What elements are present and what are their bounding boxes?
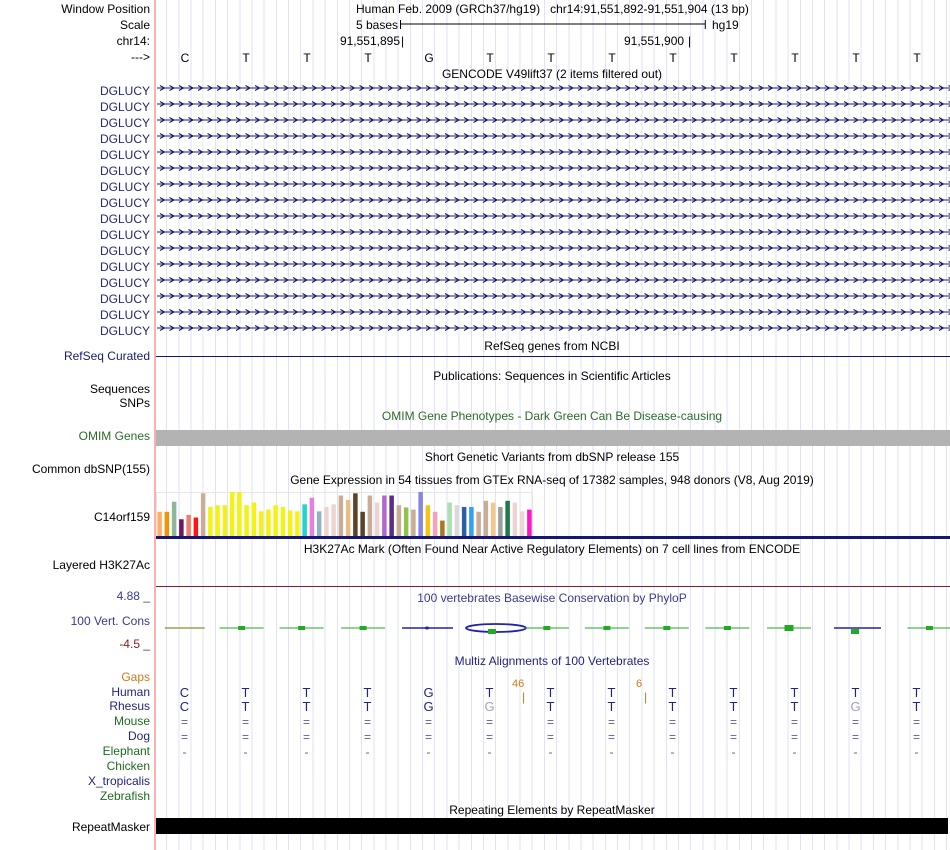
- svg-text:=: =: [425, 715, 432, 729]
- svg-text:T: T: [547, 699, 555, 714]
- svg-text:=: =: [486, 730, 493, 744]
- svg-text:C: C: [180, 699, 189, 714]
- svg-text:T: T: [669, 51, 677, 65]
- svg-text:=: =: [364, 730, 371, 744]
- svg-text:=: =: [547, 715, 554, 729]
- svg-text:T: T: [913, 699, 921, 714]
- svg-text:T: T: [608, 699, 616, 714]
- svg-text:=: =: [608, 730, 615, 744]
- svg-text:=: =: [852, 715, 859, 729]
- svg-text:T: T: [303, 51, 311, 65]
- svg-text:-: -: [427, 745, 431, 759]
- svg-text:T: T: [669, 685, 677, 700]
- svg-text:=: =: [913, 715, 920, 729]
- svg-text:=: =: [242, 730, 249, 744]
- svg-text:T: T: [730, 685, 738, 700]
- svg-text:=: =: [608, 715, 615, 729]
- svg-text:=: =: [181, 730, 188, 744]
- svg-text:=: =: [303, 715, 310, 729]
- svg-text:T: T: [486, 51, 494, 65]
- svg-text:T: T: [730, 699, 738, 714]
- svg-text:T: T: [364, 699, 372, 714]
- svg-text:T: T: [303, 699, 311, 714]
- svg-text:T: T: [669, 699, 677, 714]
- svg-text:T: T: [242, 51, 250, 65]
- svg-text:G: G: [484, 699, 494, 714]
- svg-text:-: -: [366, 745, 370, 759]
- svg-text:=: =: [730, 730, 737, 744]
- svg-text:T: T: [791, 685, 799, 700]
- svg-text:T: T: [730, 51, 738, 65]
- svg-text:=: =: [547, 730, 554, 744]
- svg-text:-: -: [305, 745, 309, 759]
- svg-text:=: =: [669, 730, 676, 744]
- svg-text:-: -: [488, 745, 492, 759]
- svg-text:G: G: [423, 699, 433, 714]
- svg-text:-: -: [854, 745, 858, 759]
- svg-text:-: -: [671, 745, 675, 759]
- svg-text:-: -: [793, 745, 797, 759]
- svg-text:T: T: [791, 699, 799, 714]
- svg-text:=: =: [425, 730, 432, 744]
- svg-text:T: T: [608, 51, 616, 65]
- svg-text:T: T: [242, 685, 250, 700]
- svg-text:T: T: [364, 51, 372, 65]
- svg-text:=: =: [242, 715, 249, 729]
- svg-text:T: T: [852, 685, 860, 700]
- svg-text:-: -: [610, 745, 614, 759]
- svg-text:T: T: [547, 51, 555, 65]
- svg-text:T: T: [791, 51, 799, 65]
- svg-text:T: T: [547, 685, 555, 700]
- svg-text:T: T: [242, 699, 250, 714]
- svg-text:=: =: [913, 730, 920, 744]
- svg-text:G: G: [423, 685, 433, 700]
- svg-text:G: G: [424, 51, 433, 65]
- svg-text:G: G: [850, 699, 860, 714]
- svg-text:-: -: [915, 745, 919, 759]
- svg-text:T: T: [486, 685, 494, 700]
- svg-text:=: =: [181, 715, 188, 729]
- svg-text:T: T: [608, 685, 616, 700]
- svg-text:=: =: [364, 715, 371, 729]
- svg-text:-: -: [732, 745, 736, 759]
- svg-text:T: T: [913, 685, 921, 700]
- svg-text:-: -: [549, 745, 553, 759]
- svg-text:=: =: [303, 730, 310, 744]
- svg-text:-: -: [183, 745, 187, 759]
- svg-text:=: =: [791, 730, 798, 744]
- svg-text:=: =: [486, 715, 493, 729]
- svg-text:T: T: [852, 51, 860, 65]
- svg-text:-: -: [244, 745, 248, 759]
- svg-text:T: T: [303, 685, 311, 700]
- svg-text:C: C: [180, 685, 189, 700]
- svg-text:T: T: [913, 51, 921, 65]
- svg-text:=: =: [730, 715, 737, 729]
- svg-text:=: =: [852, 730, 859, 744]
- svg-text:=: =: [791, 715, 798, 729]
- svg-text:T: T: [364, 685, 372, 700]
- svg-text:=: =: [669, 715, 676, 729]
- svg-text:C: C: [181, 51, 190, 65]
